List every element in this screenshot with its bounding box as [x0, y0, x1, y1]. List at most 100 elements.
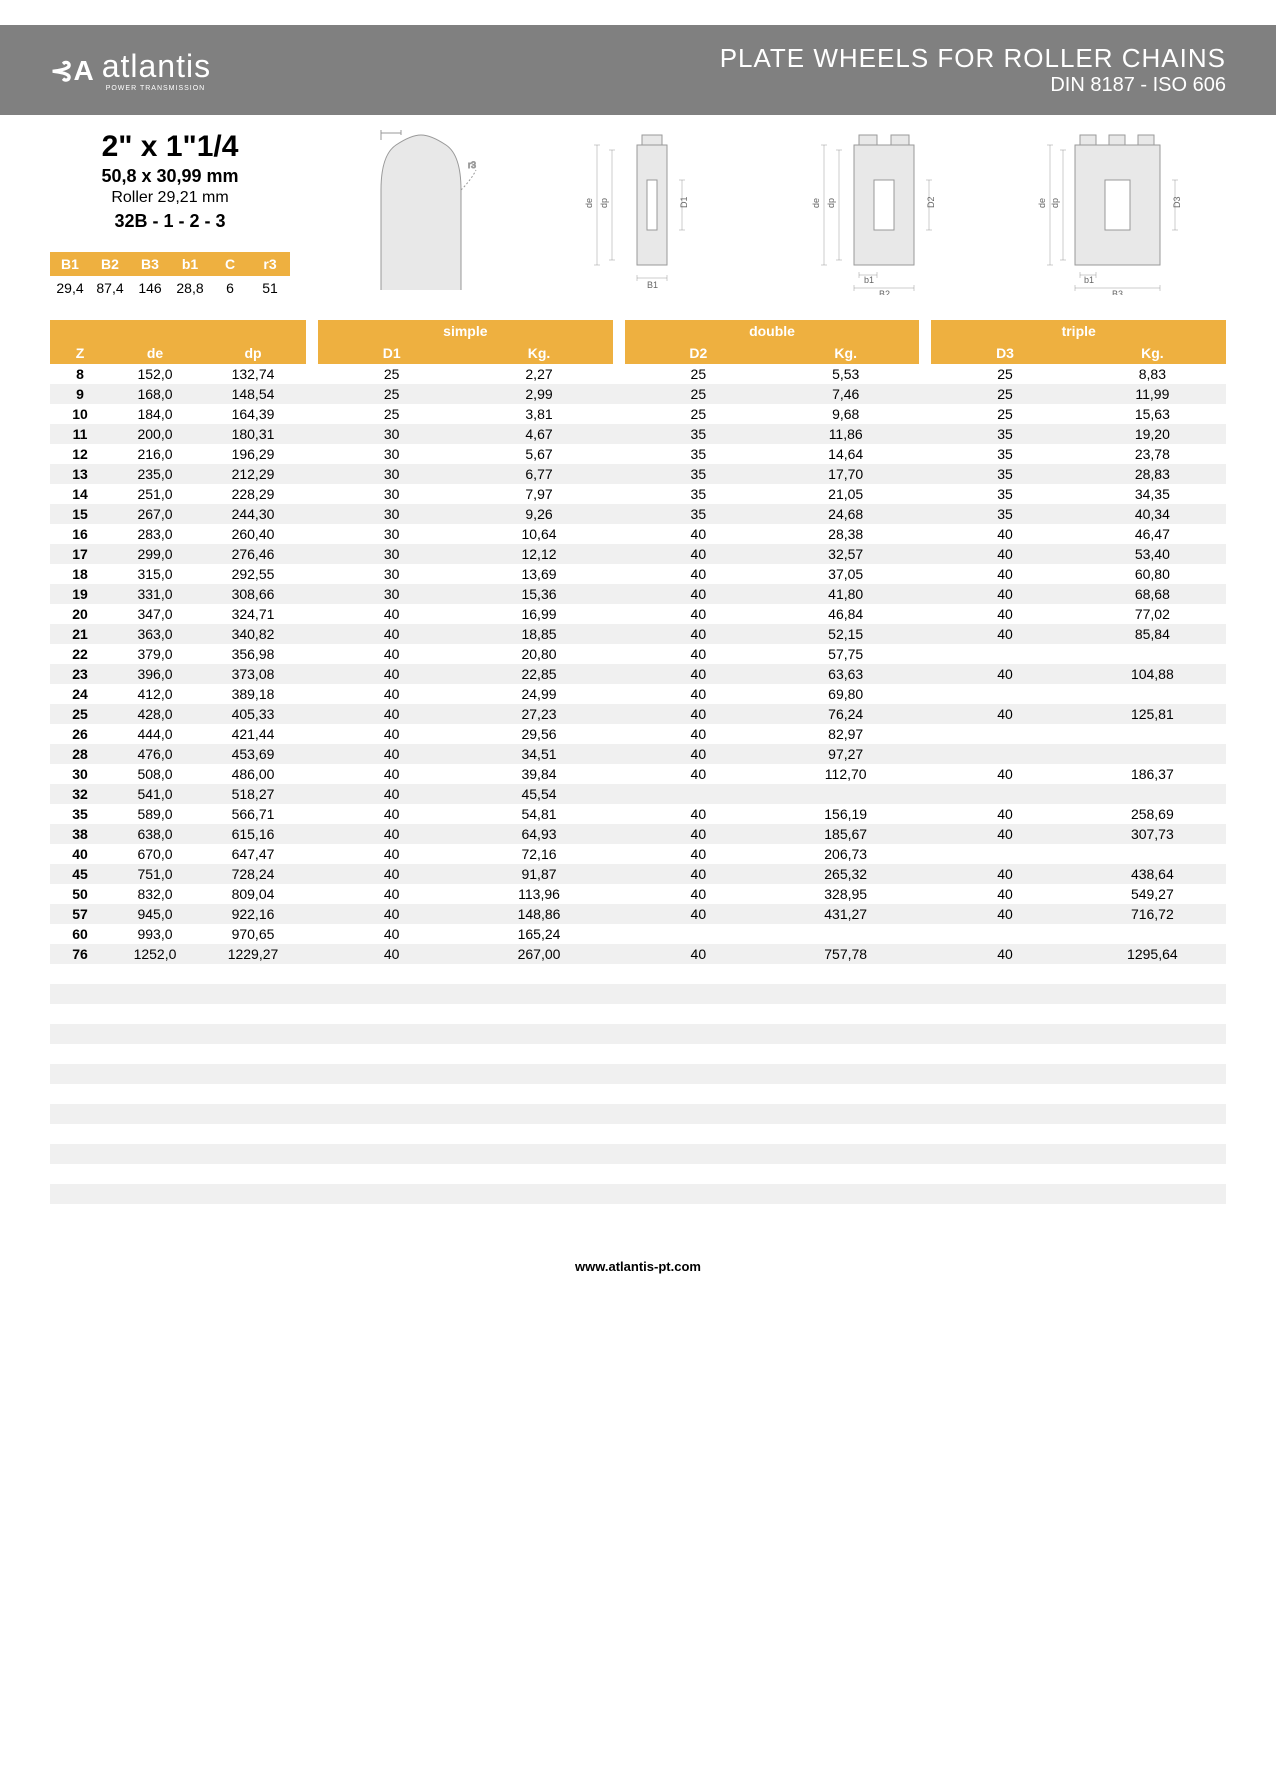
col-dp: dp: [200, 342, 306, 364]
svg-text:B1: B1: [647, 280, 658, 290]
table-row-empty: [50, 984, 1226, 1004]
table-row-empty: [50, 1164, 1226, 1184]
table-row-empty: [50, 1084, 1226, 1104]
table-row: 12216,0196,29 305,67 3514,64 3523,78: [50, 444, 1226, 464]
table-row: 60993,0970,65 40165,24: [50, 924, 1226, 944]
table-row: 26444,0421,44 4029,56 4082,97: [50, 724, 1226, 744]
table-row: 23396,0373,08 4022,85 4063,63 40104,88: [50, 664, 1226, 684]
spec-title: 2" x 1"1/4: [50, 130, 290, 164]
logo-text: atlantis: [102, 48, 211, 85]
svg-text:B3: B3: [1112, 289, 1123, 295]
header-title-block: PLATE WHEELS FOR ROLLER CHAINS DIN 8187 …: [720, 43, 1226, 97]
svg-text:de: de: [584, 198, 594, 208]
diagram-triple: de dp D3 b1 B3: [1030, 130, 1200, 295]
table-row: 28476,0453,69 4034,51 4097,27: [50, 744, 1226, 764]
col-z: Z: [50, 342, 110, 364]
small-table-header: r3: [250, 252, 290, 276]
page-header: ⊰A atlantis POWER TRANSMISSION PLATE WHE…: [0, 25, 1276, 115]
table-row: 21363,0340,82 4018,85 4052,15 4085,84: [50, 624, 1226, 644]
small-table-header: b1: [170, 252, 210, 276]
header-subtitle: DIN 8187 - ISO 606: [720, 74, 1226, 97]
small-table-header: C: [210, 252, 250, 276]
svg-text:r3: r3: [468, 160, 476, 170]
table-row-empty: [50, 1064, 1226, 1084]
small-spec-table: B1B2B3b1Cr3 29,487,414628,8651: [50, 252, 290, 300]
svg-text:B2: B2: [879, 289, 890, 295]
table-row: 761252,01229,27 40267,00 40757,78 401295…: [50, 944, 1226, 964]
table-row: 24412,0389,18 4024,99 4069,80: [50, 684, 1226, 704]
table-row: 32541,0518,27 4045,54: [50, 784, 1226, 804]
main-data-table: simple double triple Z de dp D1 Kg. D2 K…: [50, 320, 1226, 1204]
table-row: 17299,0276,46 3012,12 4032,57 4053,40: [50, 544, 1226, 564]
col-d1: D1: [318, 342, 465, 364]
svg-text:b1: b1: [864, 275, 874, 285]
diagram-tooth: C r3: [336, 130, 506, 295]
section-header-triple: triple: [931, 320, 1226, 342]
logo-icon: ⊰A: [50, 54, 94, 87]
diagram-simple: de dp D1 B1: [567, 130, 737, 295]
technical-diagrams: C r3 de dp D1: [310, 130, 1226, 295]
diagram-double: de dp D2 b1 B2: [799, 130, 969, 295]
table-row-empty: [50, 1024, 1226, 1044]
table-row: 25428,0405,33 4027,23 4076,24 40125,81: [50, 704, 1226, 724]
svg-text:dp: dp: [1050, 198, 1060, 208]
table-row-empty: [50, 1124, 1226, 1144]
header-title: PLATE WHEELS FOR ROLLER CHAINS: [720, 43, 1226, 74]
table-row: 57945,0922,16 40148,86 40431,27 40716,72: [50, 904, 1226, 924]
col-kg3: Kg.: [1079, 342, 1226, 364]
svg-text:D2: D2: [926, 196, 936, 208]
small-table-cell: 51: [250, 276, 290, 300]
table-row-empty: [50, 1044, 1226, 1064]
col-kg1: Kg.: [465, 342, 612, 364]
table-row-empty: [50, 1104, 1226, 1124]
section-header-simple: simple: [318, 320, 613, 342]
table-row: 45751,0728,24 4091,87 40265,32 40438,64: [50, 864, 1226, 884]
spec-roller: Roller 29,21 mm: [50, 189, 290, 207]
small-table-cell: 87,4: [90, 276, 130, 300]
table-row: 20347,0324,71 4016,99 4046,84 4077,02: [50, 604, 1226, 624]
svg-text:D3: D3: [1172, 196, 1182, 208]
table-row: 16283,0260,40 3010,64 4028,38 4046,47: [50, 524, 1226, 544]
spec-dimensions: 50,8 x 30,99 mm: [50, 166, 290, 187]
small-table-header: B1: [50, 252, 90, 276]
footer-url: www.atlantis-pt.com: [0, 1259, 1276, 1274]
svg-text:de: de: [1037, 198, 1047, 208]
col-kg2: Kg.: [772, 342, 919, 364]
table-row: 8152,0132,74 252,27 255,53 258,83: [50, 364, 1226, 384]
svg-text:D1: D1: [679, 196, 689, 208]
small-table-header: B3: [130, 252, 170, 276]
table-row: 18315,0292,55 3013,69 4037,05 4060,80: [50, 564, 1226, 584]
table-row: 38638,0615,16 4064,93 40185,67 40307,73: [50, 824, 1226, 844]
spec-code: 32B - 1 - 2 - 3: [50, 211, 290, 232]
section-header-double: double: [625, 320, 920, 342]
svg-text:dp: dp: [826, 198, 836, 208]
svg-text:b1: b1: [1084, 275, 1094, 285]
table-row: 15267,0244,30 309,26 3524,68 3540,34: [50, 504, 1226, 524]
table-row: 35589,0566,71 4054,81 40156,19 40258,69: [50, 804, 1226, 824]
logo: ⊰A atlantis POWER TRANSMISSION: [50, 48, 211, 92]
table-row-empty: [50, 1144, 1226, 1164]
table-row: 9168,0148,54 252,99 257,46 2511,99: [50, 384, 1226, 404]
table-row: 40670,0647,47 4072,16 40206,73: [50, 844, 1226, 864]
logo-subtitle: POWER TRANSMISSION: [106, 85, 211, 92]
table-row: 11200,0180,31 304,67 3511,86 3519,20: [50, 424, 1226, 444]
col-d3: D3: [931, 342, 1078, 364]
table-row-empty: [50, 964, 1226, 984]
small-table-cell: 6: [210, 276, 250, 300]
small-table-cell: 28,8: [170, 276, 210, 300]
table-row: 30508,0486,00 4039,84 40112,70 40186,37: [50, 764, 1226, 784]
svg-text:dp: dp: [599, 198, 609, 208]
table-row-empty: [50, 1004, 1226, 1024]
table-row-empty: [50, 1184, 1226, 1204]
svg-text:de: de: [811, 198, 821, 208]
table-row: 22379,0356,98 4020,80 4057,75: [50, 644, 1226, 664]
table-row: 14251,0228,29 307,97 3521,05 3534,35: [50, 484, 1226, 504]
small-table-cell: 29,4: [50, 276, 90, 300]
table-row: 19331,0308,66 3015,36 4041,80 4068,68: [50, 584, 1226, 604]
table-row: 10184,0164,39 253,81 259,68 2515,63: [50, 404, 1226, 424]
table-row: 50832,0809,04 40113,96 40328,95 40549,27: [50, 884, 1226, 904]
spec-block: 2" x 1"1/4 50,8 x 30,99 mm Roller 29,21 …: [50, 130, 290, 300]
col-de: de: [110, 342, 200, 364]
col-d2: D2: [625, 342, 772, 364]
table-row: 13235,0212,29 306,77 3517,70 3528,83: [50, 464, 1226, 484]
